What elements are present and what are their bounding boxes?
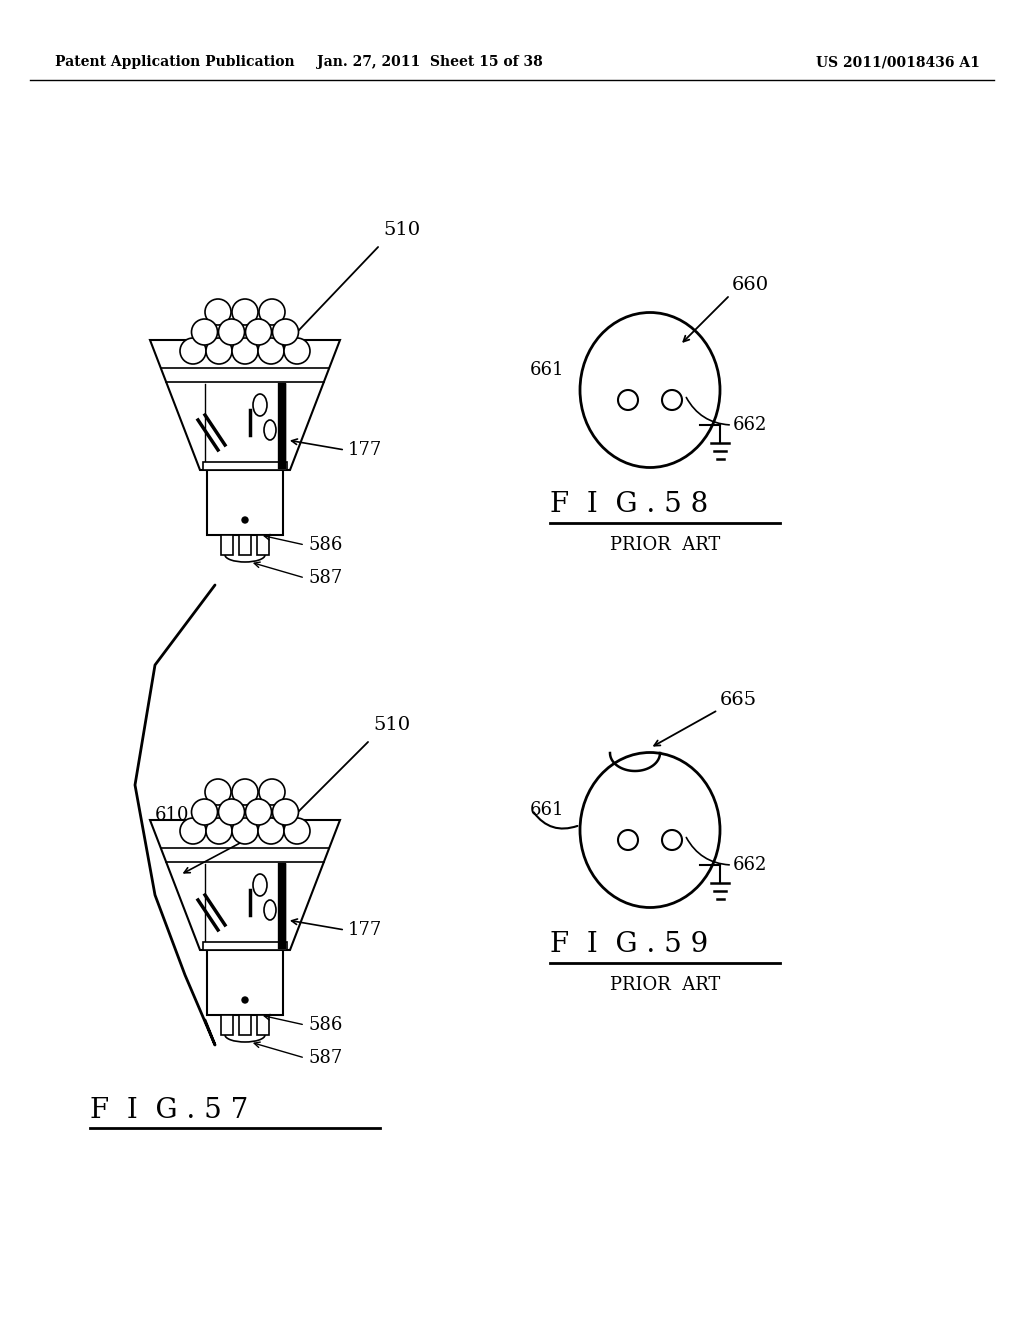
Text: 662: 662 bbox=[733, 855, 767, 874]
Text: F  I  G . 5 8: F I G . 5 8 bbox=[550, 491, 709, 519]
Circle shape bbox=[662, 389, 682, 411]
Circle shape bbox=[180, 818, 206, 843]
Circle shape bbox=[191, 319, 217, 345]
Circle shape bbox=[618, 830, 638, 850]
Text: 602: 602 bbox=[258, 816, 293, 834]
Circle shape bbox=[259, 300, 285, 325]
Circle shape bbox=[232, 300, 258, 325]
Bar bbox=[221, 535, 233, 554]
Bar bbox=[207, 950, 283, 1015]
Circle shape bbox=[191, 799, 217, 825]
Circle shape bbox=[206, 818, 232, 843]
Bar bbox=[221, 1015, 233, 1035]
Circle shape bbox=[242, 517, 248, 523]
Ellipse shape bbox=[264, 900, 276, 920]
Bar bbox=[203, 942, 287, 950]
Text: 661: 661 bbox=[530, 360, 564, 379]
Circle shape bbox=[242, 997, 248, 1003]
Bar bbox=[257, 535, 269, 554]
Text: 510: 510 bbox=[383, 220, 420, 239]
Circle shape bbox=[180, 338, 206, 364]
Circle shape bbox=[662, 830, 682, 850]
Ellipse shape bbox=[580, 313, 720, 467]
Circle shape bbox=[284, 338, 310, 364]
Circle shape bbox=[259, 779, 285, 805]
Ellipse shape bbox=[580, 752, 720, 908]
Circle shape bbox=[258, 338, 284, 364]
Text: F  I  G . 5 7: F I G . 5 7 bbox=[90, 1097, 249, 1123]
Text: F  I  G . 5 9: F I G . 5 9 bbox=[550, 932, 709, 958]
Bar bbox=[239, 535, 251, 554]
Text: PRIOR  ART: PRIOR ART bbox=[610, 536, 720, 554]
Circle shape bbox=[272, 319, 299, 345]
Circle shape bbox=[205, 779, 231, 805]
Text: 662: 662 bbox=[733, 416, 767, 434]
Circle shape bbox=[246, 799, 271, 825]
Circle shape bbox=[232, 818, 258, 843]
Circle shape bbox=[258, 818, 284, 843]
Text: 587: 587 bbox=[308, 1049, 342, 1067]
Bar bbox=[239, 1015, 251, 1035]
Text: 610: 610 bbox=[155, 807, 189, 824]
Text: 510: 510 bbox=[373, 715, 411, 734]
Circle shape bbox=[206, 338, 232, 364]
Circle shape bbox=[205, 300, 231, 325]
Ellipse shape bbox=[264, 420, 276, 440]
Text: PRIOR  ART: PRIOR ART bbox=[610, 975, 720, 994]
Text: 661: 661 bbox=[530, 801, 564, 818]
Ellipse shape bbox=[253, 874, 267, 896]
Circle shape bbox=[232, 779, 258, 805]
Bar bbox=[257, 1015, 269, 1035]
Circle shape bbox=[218, 319, 245, 345]
Text: 660: 660 bbox=[732, 276, 769, 294]
Bar bbox=[203, 462, 287, 470]
Text: Jan. 27, 2011  Sheet 15 of 38: Jan. 27, 2011 Sheet 15 of 38 bbox=[317, 55, 543, 69]
Text: 665: 665 bbox=[720, 690, 757, 709]
Ellipse shape bbox=[253, 393, 267, 416]
Text: US 2011/0018436 A1: US 2011/0018436 A1 bbox=[816, 55, 980, 69]
Circle shape bbox=[272, 799, 299, 825]
Bar bbox=[207, 470, 283, 535]
Circle shape bbox=[232, 338, 258, 364]
Text: 177: 177 bbox=[348, 441, 382, 459]
Text: 177: 177 bbox=[348, 921, 382, 939]
Text: 586: 586 bbox=[308, 1016, 342, 1034]
Text: Patent Application Publication: Patent Application Publication bbox=[55, 55, 295, 69]
Circle shape bbox=[284, 818, 310, 843]
Text: 586: 586 bbox=[308, 536, 342, 554]
Circle shape bbox=[618, 389, 638, 411]
Text: 587: 587 bbox=[308, 569, 342, 587]
Circle shape bbox=[218, 799, 245, 825]
Circle shape bbox=[246, 319, 271, 345]
